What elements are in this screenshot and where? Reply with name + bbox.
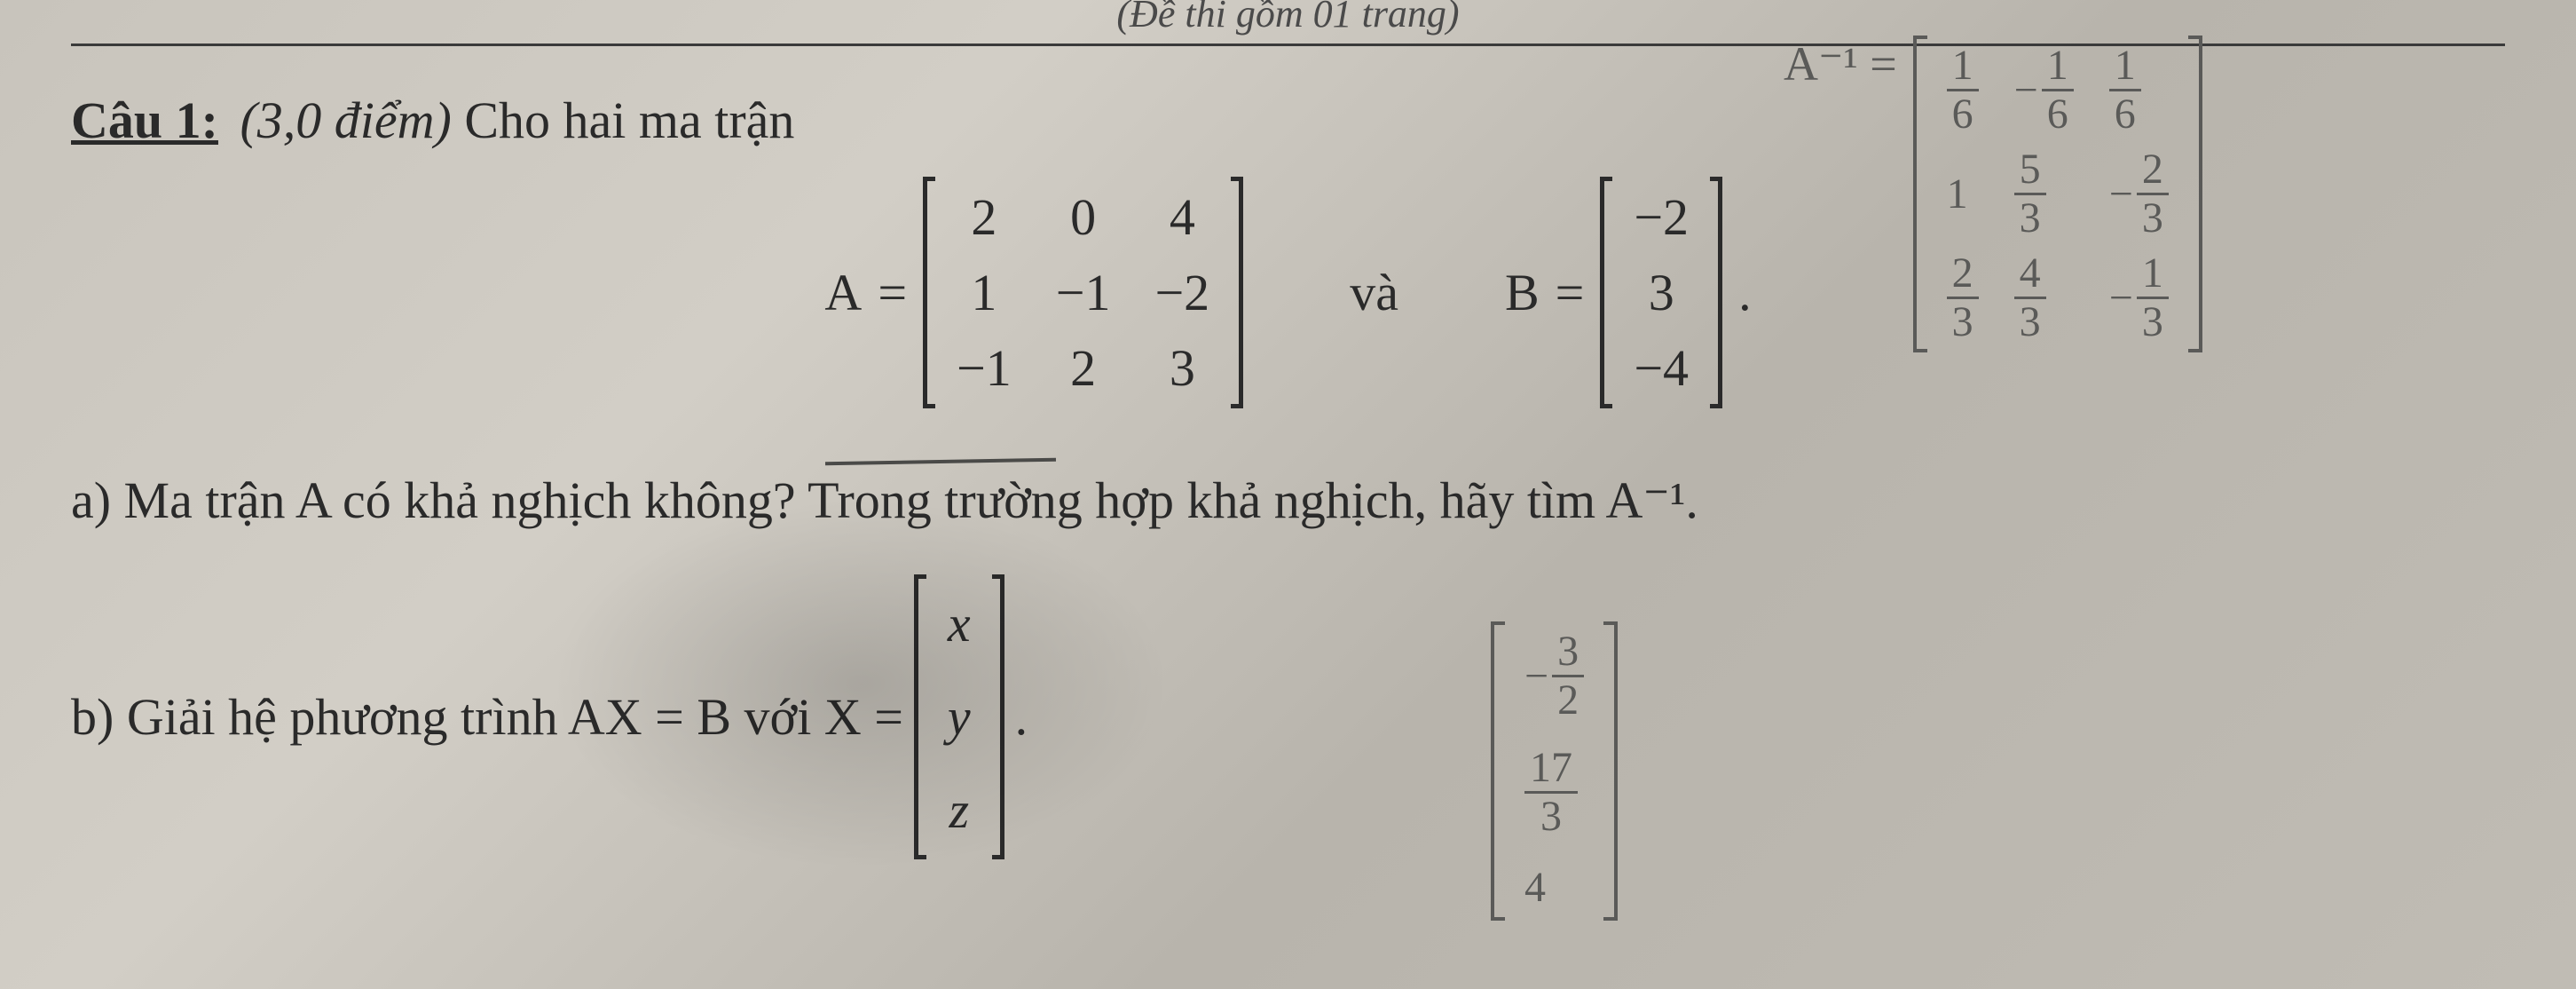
hand-cell: 173 (1524, 747, 1584, 838)
hand-cell: 43 (2014, 252, 2074, 344)
hand-cell: 16 (2109, 44, 2169, 136)
trailing-dot: . (1015, 678, 1028, 756)
matrix-a-name: A (824, 263, 862, 322)
a-cell: −1 (957, 338, 1012, 398)
header-note: (Đề thi gồm 01 trang) (71, 0, 2505, 36)
a-cell: 2 (957, 187, 1012, 247)
part-a: a) Ma trận A có khả nghịch không? Trong … (71, 462, 2505, 539)
b-cell: 3 (1634, 263, 1689, 322)
a-cell: 3 (1154, 338, 1209, 398)
and-word: và (1350, 263, 1398, 322)
a-cell: 2 (1056, 338, 1111, 398)
hand-cell: 16 (1947, 44, 1979, 136)
x-cell: x (948, 585, 971, 662)
x-cell: z (948, 771, 971, 849)
question-points: (3,0 điểm) (240, 91, 451, 149)
matrix-a: 2 0 4 1 −1 −2 −1 2 3 (923, 177, 1243, 408)
b-cell: −2 (1634, 187, 1689, 247)
hand-cell: −13 (2109, 252, 2169, 344)
part-b-text: b) Giải hệ phương trình AX = B với X = (71, 678, 903, 756)
question-intro: Cho hai ma trận (464, 91, 794, 149)
hand-cell: −16 (2014, 44, 2074, 136)
b-cell: −4 (1634, 338, 1689, 398)
hand-cell: 53 (2014, 148, 2074, 240)
hand-cell: −23 (2109, 148, 2169, 240)
a-cell: 4 (1154, 187, 1209, 247)
part-b: b) Giải hệ phương trình AX = B với X = x… (71, 574, 2505, 859)
a-cell: −2 (1154, 263, 1209, 322)
matrix-b-name: B (1505, 263, 1540, 322)
hand-cell: −32 (1524, 630, 1584, 722)
x-cell: y (948, 678, 971, 756)
a-cell: 1 (957, 263, 1012, 322)
matrix-a-block: A = 2 0 4 1 −1 −2 −1 2 3 (824, 177, 1243, 408)
ainv-label: A⁻¹ = (1784, 36, 1897, 91)
handwritten-x-solution: −32 173 4 (1491, 621, 1618, 925)
hand-cell: 23 (1947, 252, 1979, 344)
matrix-x: x y z (914, 574, 1004, 859)
question-label: Câu 1: (71, 91, 218, 150)
a-cell: 0 (1056, 187, 1111, 247)
equals-sign: = (1556, 263, 1585, 322)
a-cell: −1 (1056, 263, 1111, 322)
matrix-b-block: B = −2 3 −4 . (1505, 177, 1752, 408)
equals-sign: = (878, 263, 907, 322)
trailing-dot: . (1738, 263, 1752, 322)
hand-cell: 1 (1947, 170, 1979, 218)
handwritten-ainv: A⁻¹ = 16 −16 16 1 53 −23 23 43 −13 (1784, 36, 2202, 352)
matrix-b: −2 3 −4 (1600, 177, 1722, 408)
hand-cell: 4 (1524, 863, 1584, 912)
